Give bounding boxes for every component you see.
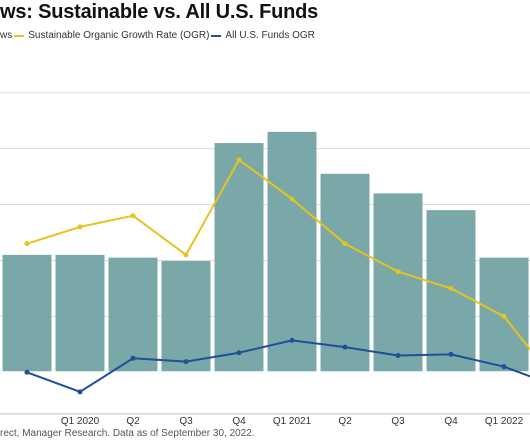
legend-label-all-us-ogr: All U.S. Funds OGR <box>225 30 315 41</box>
bar <box>214 143 264 373</box>
legend-item-ws: ws <box>0 30 12 41</box>
bar <box>2 254 52 373</box>
source-note: rect, Manager Research. Data as of Septe… <box>0 428 255 439</box>
x-tick-label: Q1 2022 <box>485 416 524 427</box>
bar <box>426 210 476 373</box>
bar <box>55 254 105 373</box>
bar <box>108 257 158 373</box>
line-all-us-ogr <box>26 339 530 393</box>
point-all-us-ogr <box>342 344 348 350</box>
bar <box>267 131 317 373</box>
point-sustainable-ogr <box>183 252 189 258</box>
point-sustainable-ogr <box>395 269 401 275</box>
chart-title: ws: Sustainable vs. All U.S. Funds <box>0 1 319 23</box>
legend-label-sustainable-ogr: Sustainable Organic Growth Rate (OGR) <box>28 30 210 41</box>
x-tick-label: Q3 <box>179 416 193 427</box>
x-tick-label: Q2 <box>126 416 140 427</box>
x-tick-label: Q1 2020 <box>61 416 100 427</box>
x-tick-label: Q4 <box>444 416 458 427</box>
point-sustainable-ogr <box>77 224 83 230</box>
point-all-us-ogr <box>289 337 295 343</box>
point-all-us-ogr <box>24 369 30 375</box>
point-all-us-ogr <box>130 355 136 361</box>
legend-item-all-us-ogr: All U.S. Funds OGR <box>211 30 315 41</box>
x-tick-label: Q1 2021 <box>273 416 312 427</box>
legend-label-ws: ws <box>0 30 13 41</box>
legend: ws Sustainable Organic Growth Rate (OGR)… <box>0 30 317 41</box>
point-sustainable-ogr <box>289 196 295 202</box>
bar <box>161 261 211 373</box>
point-all-us-ogr <box>236 350 242 356</box>
line-sustainable-ogr <box>26 158 530 351</box>
bar <box>373 193 423 373</box>
point-sustainable-ogr <box>130 213 136 219</box>
x-tick-label: Q4 <box>232 416 246 427</box>
point-sustainable-ogr <box>236 157 242 163</box>
x-tick-label: Q3 <box>391 416 405 427</box>
point-sustainable-ogr <box>501 313 507 319</box>
x-tick-label: Q2 <box>338 416 352 427</box>
legend-item-sustainable-ogr: Sustainable Organic Growth Rate (OGR) <box>14 30 209 41</box>
point-all-us-ogr <box>183 359 189 365</box>
point-all-us-ogr <box>501 364 507 370</box>
legend-swatch-all-us-ogr <box>211 34 222 37</box>
legend-swatch-sustainable-ogr <box>14 34 25 37</box>
point-all-us-ogr <box>395 353 401 358</box>
point-all-us-ogr <box>77 389 83 395</box>
point-all-us-ogr <box>448 351 454 357</box>
bar <box>320 173 370 373</box>
point-sustainable-ogr <box>24 241 30 247</box>
point-sustainable-ogr <box>342 241 348 247</box>
point-sustainable-ogr <box>448 285 454 291</box>
